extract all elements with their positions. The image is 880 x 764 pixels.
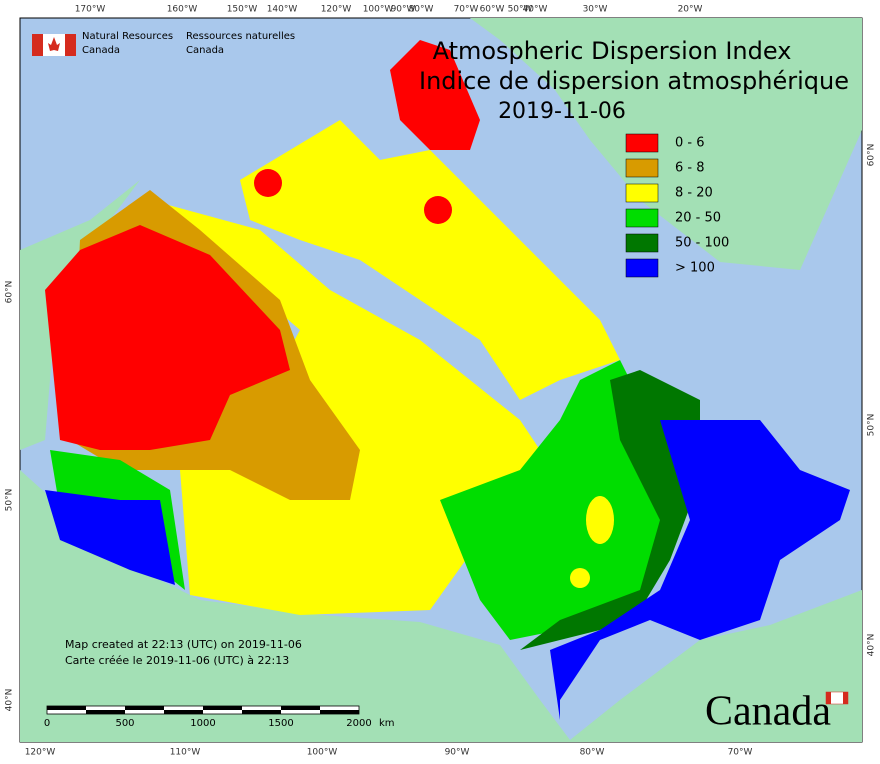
axis-label-bottom: 100°W — [307, 748, 338, 758]
wordmark-flag-bar — [826, 692, 831, 704]
axis-label-bottom: 70°W — [728, 748, 753, 758]
legend-label: 8 - 20 — [675, 186, 713, 201]
scale-segment — [281, 706, 320, 710]
axis-label-top: 70°W — [454, 5, 479, 15]
date: 2019-11-06 — [498, 99, 626, 124]
scale-segment — [125, 706, 164, 710]
legend-label: > 100 — [675, 261, 715, 276]
header: Natural Resources Canada Ressources natu… — [32, 31, 295, 56]
scale-segment — [86, 710, 125, 714]
arctic-islands — [240, 120, 620, 400]
usa — [20, 470, 862, 742]
agency-en: Natural Resources — [82, 31, 173, 42]
note: Carte créée le 2019-11-06 (UTC) à 22:13 — [65, 654, 289, 667]
red-spot — [424, 196, 452, 224]
axis-label-top: 20°W — [678, 5, 703, 15]
scale-bar: 0 500 1000 1500 2000 km — [44, 705, 395, 729]
region-darkgreen — [520, 370, 700, 650]
region-blue-east — [550, 420, 850, 720]
axis-label-top: 50°W — [508, 5, 533, 15]
scale-label: 0 — [44, 718, 50, 729]
scale-segment — [242, 710, 281, 714]
legend-label: 20 - 50 — [675, 211, 721, 226]
legend-label: 6 - 8 — [675, 161, 705, 176]
greenland — [470, 18, 862, 270]
scale-segment — [47, 706, 86, 710]
axis-label-top: 140°W — [267, 5, 298, 15]
map-area — [19, 17, 863, 743]
scale-label: 1500 — [268, 718, 293, 729]
axis-label-top: 40°W — [523, 5, 548, 15]
axis-label-right: 40°N — [867, 634, 877, 657]
legend-swatch — [625, 183, 659, 203]
legend-label: 0 - 6 — [675, 136, 705, 151]
wordmark-flag-bar — [843, 692, 848, 704]
axis-label-top: 30°W — [583, 5, 608, 15]
axis-label-bottom: 110°W — [170, 748, 201, 758]
wordmark: Canada — [705, 689, 831, 735]
legend-swatch — [625, 133, 659, 153]
scale-label: 1000 — [190, 718, 215, 729]
axis-label-bottom: 120°W — [25, 748, 56, 758]
flag-bar — [65, 34, 76, 56]
yellow-spot — [586, 496, 614, 544]
axis-label-left: 60°N — [5, 281, 15, 304]
legend-swatch — [625, 233, 659, 253]
axis-label-top: 100°W — [363, 5, 394, 15]
alaska — [20, 180, 140, 450]
agency-fr: Canada — [186, 45, 224, 56]
region-blue-west — [45, 490, 175, 585]
scale-segment — [320, 710, 359, 714]
axis-label-top: 150°W — [227, 5, 258, 15]
axis-label-top: 80°W — [409, 5, 434, 15]
scale-label: 500 — [115, 718, 134, 729]
axis-label-top: 170°W — [75, 5, 106, 15]
scale-segment — [164, 710, 203, 714]
axis-label-top: 60°W — [480, 5, 505, 15]
note: Map created at 22:13 (UTC) on 2019-11-06 — [65, 638, 302, 651]
scale-segment — [203, 706, 242, 710]
red-spot — [254, 169, 282, 197]
flag-bar — [32, 34, 43, 56]
ellesmere-red — [390, 40, 480, 150]
scale-unit: km — [379, 718, 395, 729]
yellow-spot — [570, 568, 590, 588]
legend-swatch — [625, 158, 659, 178]
agency-en: Canada — [82, 45, 120, 56]
legend-swatch — [625, 208, 659, 228]
axis-label-right: 60°N — [867, 144, 877, 167]
title: Atmospheric Dispersion Index — [433, 37, 792, 65]
axis-label-left: 50°N — [5, 489, 15, 512]
axis-label-bottom: 80°W — [580, 748, 605, 758]
agency-fr: Ressources naturelles — [186, 31, 295, 42]
title: Indice de dispersion atmosphérique — [419, 67, 849, 95]
region-green-east — [440, 360, 670, 640]
legend: 0 - 6 6 - 8 8 - 20 20 - 50 50 - 100 > 100 — [625, 133, 729, 278]
axes: 170°W 160°W 150°W 140°W 120°W 100°W90°W80°W 70… — [5, 5, 877, 758]
region-red — [45, 225, 290, 450]
axis-label-left: 40°N — [5, 689, 15, 712]
legend-swatch — [625, 258, 659, 278]
axis-label-top: 160°W — [167, 5, 198, 15]
axis-label-bottom: 90°W — [445, 748, 470, 758]
axis-label-top: 120°W — [321, 5, 352, 15]
axis-label-right: 50°N — [867, 414, 877, 437]
legend-label: 50 - 100 — [675, 236, 729, 251]
scale-label: 2000 — [346, 718, 371, 729]
flag-leaf — [48, 37, 60, 51]
axis-label-top: 90°W — [391, 5, 416, 15]
